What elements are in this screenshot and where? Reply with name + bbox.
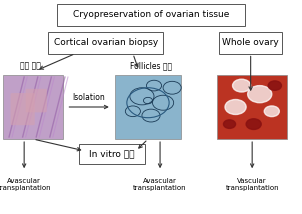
FancyBboxPatch shape [11, 93, 35, 125]
FancyBboxPatch shape [57, 4, 245, 26]
Circle shape [248, 86, 272, 103]
FancyBboxPatch shape [26, 89, 47, 112]
FancyBboxPatch shape [219, 32, 282, 54]
Circle shape [264, 106, 279, 117]
Circle shape [246, 119, 261, 129]
Text: 낙소 분절: 낙소 분절 [20, 62, 41, 71]
Circle shape [268, 81, 281, 90]
Circle shape [223, 120, 236, 128]
Circle shape [233, 79, 251, 92]
FancyBboxPatch shape [115, 75, 181, 139]
FancyBboxPatch shape [217, 75, 287, 139]
FancyBboxPatch shape [3, 75, 63, 139]
Text: Avascular
transplantation: Avascular transplantation [133, 178, 187, 191]
Text: Isolation: Isolation [73, 93, 105, 102]
Text: Cryopreservation of ovarian tissue: Cryopreservation of ovarian tissue [73, 10, 229, 19]
Text: Vascular
transplantation: Vascular transplantation [225, 178, 279, 191]
FancyBboxPatch shape [48, 32, 163, 54]
Text: In vitro 배양: In vitro 배양 [89, 150, 134, 159]
FancyBboxPatch shape [79, 144, 145, 164]
Text: Whole ovary: Whole ovary [222, 38, 279, 47]
Text: Avascular
transplantation: Avascular transplantation [0, 178, 51, 191]
Text: Cortical ovarian biopsy: Cortical ovarian biopsy [53, 38, 158, 47]
Circle shape [225, 100, 246, 114]
Text: Follicles 분리: Follicles 분리 [130, 62, 172, 71]
